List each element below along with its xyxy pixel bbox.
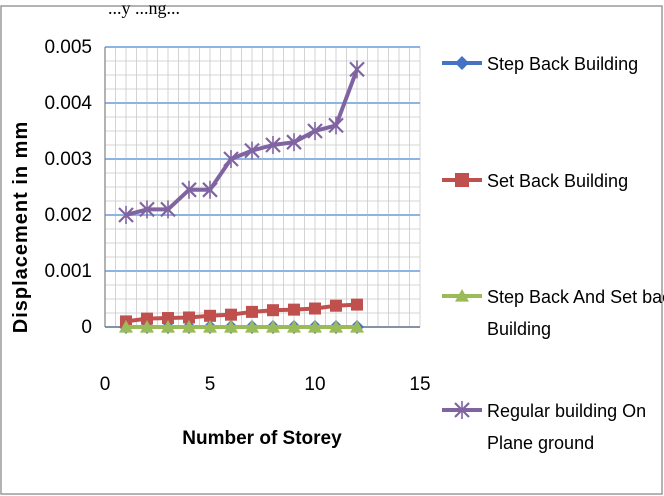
data-point-square [246, 305, 258, 318]
data-point-square [162, 312, 174, 325]
y-axis-title: Displacement in mm [10, 121, 32, 334]
data-point-x [223, 150, 239, 168]
data-point-x [202, 180, 218, 199]
data-point-square [141, 312, 153, 325]
legend-label: Plane ground [487, 433, 594, 453]
x-tick-label: 5 [205, 374, 216, 395]
data-point-x [454, 401, 470, 419]
data-point-x [328, 116, 344, 135]
legend-label: Regular building On [487, 401, 646, 421]
caption-fragment: ...y ...ng... [108, 0, 180, 18]
data-point-square [309, 302, 321, 315]
x-tick-label: 15 [409, 374, 430, 395]
data-point-x [265, 136, 281, 154]
data-point-triangle [140, 320, 154, 333]
legend-label: Step Back Building [487, 54, 638, 74]
data-point-diamond [455, 56, 469, 70]
data-point-triangle [182, 320, 196, 333]
data-point-x [244, 141, 260, 160]
y-tick-label: 0.003 [44, 149, 92, 170]
data-point-square [351, 298, 363, 311]
x-tick-label: 10 [304, 374, 325, 395]
data-point-square [455, 173, 469, 187]
gridlines [104, 46, 421, 328]
data-point-triangle [119, 320, 133, 333]
legend-label: Step Back And Set back [487, 287, 664, 307]
data-point-square [225, 308, 237, 321]
data-point-triangle [266, 320, 280, 333]
data-point-triangle [329, 320, 343, 333]
y-tick-label: 0.001 [44, 261, 92, 282]
chart-border [0, 5, 663, 495]
legend-label: Set Back Building [487, 171, 628, 191]
data-point-square [288, 303, 300, 316]
tick-labels: 0 0.001 0.002 0.003 0.004 0.005 0 5 10 15 [44, 37, 430, 395]
data-point-triangle [161, 320, 175, 333]
data-point-x [118, 206, 134, 224]
series-line [125, 68, 359, 217]
data-point-square [330, 299, 342, 312]
legend-label: Building [487, 319, 551, 339]
x-axis-title: Number of Storey [182, 428, 342, 449]
legend: Step Back Building Set Back Building Step … [442, 54, 664, 453]
y-tick-label: 0 [81, 317, 92, 338]
data-point-square [183, 311, 195, 324]
data-point-triangle [350, 320, 364, 333]
y-tick-label: 0.005 [44, 37, 92, 58]
data-point-triangle [224, 320, 238, 333]
data-point-x [160, 200, 176, 219]
data-point-x [181, 180, 197, 199]
data-point-square [267, 304, 279, 317]
data-point-triangle [308, 320, 322, 333]
data-point-x [349, 60, 365, 79]
data-point-triangle [203, 320, 217, 333]
plot-area [118, 60, 365, 334]
data-point-x [307, 122, 323, 140]
x-tick-label: 0 [100, 374, 111, 395]
data-point-x [286, 133, 302, 152]
data-point-square [204, 309, 216, 322]
y-tick-label: 0.004 [44, 93, 92, 114]
data-point-triangle [455, 289, 469, 302]
data-point-triangle [287, 320, 301, 333]
y-tick-label: 0.002 [44, 205, 92, 226]
data-point-triangle [245, 320, 259, 333]
data-point-x [139, 200, 155, 219]
